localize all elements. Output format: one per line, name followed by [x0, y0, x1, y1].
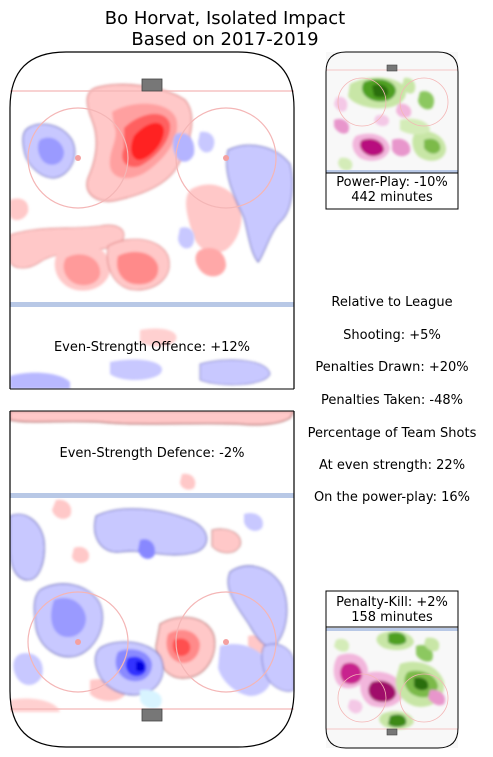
offence-boards [9, 51, 295, 389]
power-play-label: Power-Play: -10% 442 minutes [326, 175, 458, 205]
offence-decrease-regions [10, 123, 293, 389]
penalty-kill-regions [333, 631, 446, 730]
penalty-kill-impact: Penalty-Kill: +2% [336, 595, 448, 610]
team-shots-header: Percentage of Team Shots [307, 426, 477, 441]
defence-increase-regions [10, 411, 294, 712]
offence-increase-regions [10, 84, 242, 347]
power-play-rink [325, 51, 459, 210]
defence-rink [9, 410, 295, 748]
shooting-stat: Shooting: +5% [343, 328, 441, 343]
penalty-kill-minutes: 158 minutes [351, 610, 433, 625]
even-strength-offence-label: Even-Strength Offence: +12% [53, 340, 251, 355]
title-line-1: Bo Horvat, Isolated Impact [104, 8, 346, 29]
offence-goal [141, 78, 163, 92]
defence-decrease-regions [10, 508, 294, 709]
penalties-drawn-stat: Penalties Drawn: +20% [315, 360, 469, 375]
defence-boards [9, 411, 295, 748]
penalty-kill-rink [325, 590, 459, 749]
chart-title: Bo Horvat, Isolated Impact Based on 2017… [0, 8, 450, 50]
penalty-kill-label: Penalty-Kill: +2% 158 minutes [326, 595, 458, 625]
relative-header: Relative to League [331, 295, 453, 310]
offence-rink [9, 51, 295, 390]
power-play-minutes: 442 minutes [351, 190, 433, 205]
title-line-2: Based on 2017-2019 [131, 29, 319, 50]
defence-goal [141, 708, 163, 722]
even-strength-defence-label: Even-Strength Defence: -2% [59, 446, 245, 461]
power-play-share-stat: On the power-play: 16% [313, 490, 471, 505]
even-strength-share-stat: At even strength: 22% [318, 458, 466, 473]
power-play-impact: Power-Play: -10% [336, 175, 448, 190]
penalties-taken-stat: Penalties Taken: -48% [321, 393, 463, 408]
